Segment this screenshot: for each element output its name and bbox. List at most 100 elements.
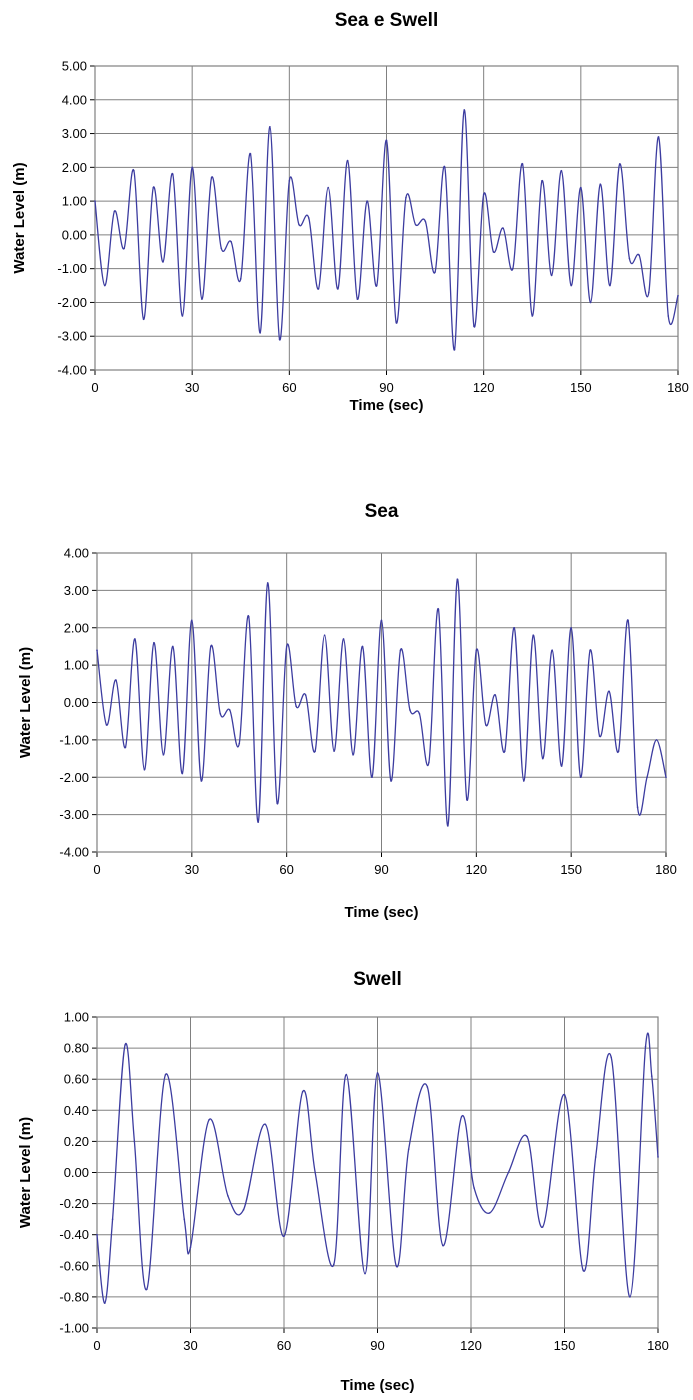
x-tick-label: 30 bbox=[183, 1338, 197, 1353]
x-tick-label: 0 bbox=[91, 380, 98, 395]
data-point bbox=[189, 1246, 192, 1248]
chart-title: Sea e Swell bbox=[335, 10, 439, 31]
data-point bbox=[589, 301, 592, 304]
data-point bbox=[210, 645, 212, 648]
x-tick-label: 90 bbox=[370, 1338, 384, 1353]
y-tick-label: 1.00 bbox=[62, 194, 87, 209]
data-point bbox=[390, 780, 392, 782]
data-point bbox=[162, 261, 164, 263]
data-point bbox=[589, 649, 591, 651]
data-point bbox=[210, 176, 213, 179]
data-point bbox=[638, 254, 640, 256]
data-point bbox=[424, 220, 427, 223]
data-point bbox=[124, 746, 127, 749]
data-point bbox=[266, 582, 269, 584]
data-point bbox=[434, 271, 436, 273]
data-point bbox=[492, 250, 495, 253]
data-point bbox=[460, 1115, 463, 1118]
y-tick-label: -1.00 bbox=[59, 732, 89, 747]
data-point bbox=[111, 1218, 114, 1220]
data-point bbox=[364, 1272, 366, 1275]
data-point bbox=[323, 634, 326, 637]
plot-area-frame bbox=[96, 552, 667, 853]
y-tick-label: -3.00 bbox=[57, 329, 87, 344]
x-tick-label: 120 bbox=[473, 380, 495, 395]
x-tick-label: 60 bbox=[282, 380, 296, 395]
x-tick-label: 30 bbox=[185, 862, 199, 877]
x-tick-label: 0 bbox=[93, 862, 100, 877]
data-point bbox=[532, 634, 535, 637]
data-point bbox=[560, 169, 563, 172]
x-tick-label: 150 bbox=[570, 380, 592, 395]
y-tick-label: -0.20 bbox=[59, 1196, 89, 1211]
data-point bbox=[409, 709, 411, 711]
y-tick-label: -1.00 bbox=[57, 261, 87, 276]
data-point bbox=[113, 210, 116, 213]
data-point bbox=[627, 619, 629, 622]
data-point bbox=[608, 690, 610, 693]
data-point bbox=[485, 724, 487, 726]
data-point bbox=[442, 1244, 444, 1247]
data-point bbox=[146, 1288, 148, 1290]
data-point bbox=[405, 196, 407, 199]
data-point bbox=[466, 798, 468, 801]
data-point bbox=[278, 338, 281, 341]
data-point bbox=[242, 1209, 245, 1211]
data-point bbox=[208, 1118, 210, 1121]
data-point bbox=[488, 1212, 491, 1214]
y-tick-label: -0.80 bbox=[59, 1289, 89, 1304]
data-point bbox=[162, 754, 165, 756]
data-point bbox=[385, 139, 388, 142]
x-axis-label: Time (sec) bbox=[341, 1377, 415, 1394]
y-tick-label: 0.00 bbox=[64, 695, 89, 710]
data-point bbox=[503, 750, 506, 752]
data-point bbox=[560, 765, 563, 767]
data-point bbox=[342, 638, 345, 640]
data-point bbox=[407, 1148, 410, 1150]
data-point bbox=[512, 267, 514, 270]
x-tick-label: 120 bbox=[460, 1338, 482, 1353]
data-point bbox=[428, 761, 430, 764]
x-tick-label: 180 bbox=[655, 862, 677, 877]
data-point bbox=[288, 180, 291, 182]
data-point bbox=[636, 806, 639, 808]
data-point bbox=[105, 724, 108, 726]
data-point bbox=[314, 1171, 316, 1174]
data-point bbox=[644, 1045, 647, 1048]
data-point bbox=[580, 186, 582, 189]
data-point bbox=[667, 315, 670, 317]
data-point bbox=[570, 626, 572, 629]
data-point bbox=[541, 1226, 544, 1228]
data-point bbox=[133, 169, 135, 172]
y-tick-label: -4.00 bbox=[59, 845, 89, 860]
data-point bbox=[551, 649, 553, 651]
y-tick-label: -2.00 bbox=[57, 295, 87, 310]
x-tick-label: 30 bbox=[185, 380, 199, 395]
data-point bbox=[124, 1044, 126, 1046]
data-point bbox=[96, 1233, 98, 1236]
chart-svg: Sea -4.00 -3.00 -2.00 -1.00 0.00 1.00 2.00 3.00 4… bbox=[17, 501, 677, 921]
data-point bbox=[526, 1135, 528, 1138]
x-tick-label: 150 bbox=[554, 1338, 576, 1353]
data-point bbox=[657, 136, 660, 138]
data-point bbox=[380, 619, 383, 622]
data-point bbox=[103, 284, 106, 287]
data-point bbox=[142, 318, 145, 321]
y-tick-label: 5.00 bbox=[62, 59, 87, 74]
data-point bbox=[541, 757, 544, 760]
data-point bbox=[304, 694, 307, 696]
data-point bbox=[453, 348, 456, 351]
data-point bbox=[191, 166, 193, 169]
data-point bbox=[276, 802, 278, 805]
data-point bbox=[582, 1269, 584, 1272]
x-tick-label: 180 bbox=[647, 1338, 669, 1353]
chart-sea: Sea -4.00 -3.00 -2.00 -1.00 0.00 1.00 2.00 3.00 4… bbox=[0, 460, 693, 930]
y-axis-label: Water Level (m) bbox=[17, 647, 34, 758]
data-point bbox=[655, 739, 658, 741]
data-point bbox=[133, 1140, 136, 1143]
y-tick-label: -4.00 bbox=[57, 363, 87, 378]
y-tick-label: -3.00 bbox=[59, 807, 89, 822]
data-point bbox=[171, 173, 174, 175]
data-point bbox=[376, 1072, 379, 1074]
data-point bbox=[650, 1075, 653, 1077]
